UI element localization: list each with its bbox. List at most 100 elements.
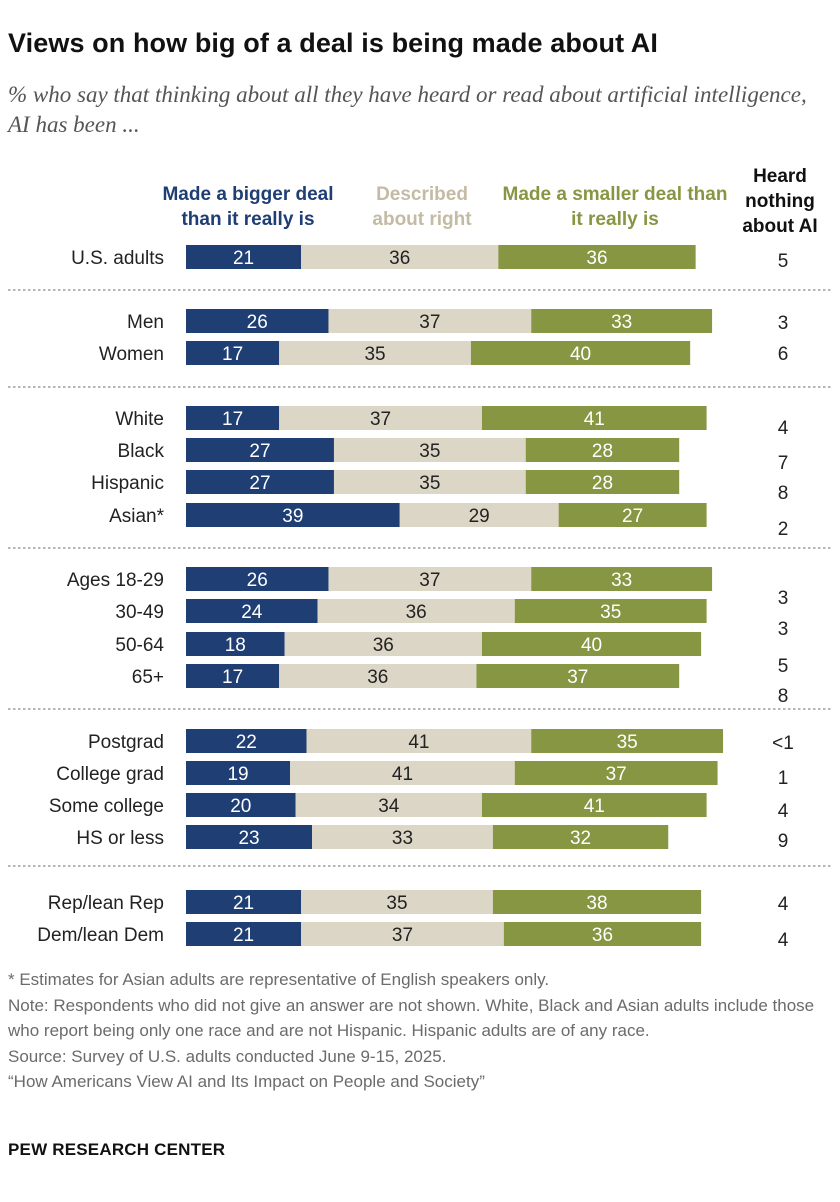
bar-bigger-deal <box>186 470 334 494</box>
data-label-smaller-deal: 35 <box>617 732 638 753</box>
bar-bigger-deal <box>186 567 329 591</box>
data-label-bigger-deal: 26 <box>247 312 268 333</box>
data-label-about-right: 35 <box>419 441 440 462</box>
heard-nothing-value: 4 <box>778 801 789 822</box>
bar-about-right <box>317 599 515 623</box>
bar-smaller-deal <box>492 890 702 914</box>
data-label-smaller-deal: 27 <box>622 506 643 527</box>
header-smaller-deal: Made a smaller deal than it really is <box>502 184 728 230</box>
data-label-bigger-deal: 39 <box>282 506 303 527</box>
bar-bigger-deal <box>186 309 329 333</box>
bar-about-right <box>301 245 499 269</box>
bar-smaller-deal <box>470 341 691 365</box>
heard-nothing-value: 4 <box>778 894 789 915</box>
category-label: Some college <box>49 796 164 817</box>
bar-smaller-deal <box>481 406 707 430</box>
category-label: Asian* <box>109 506 165 527</box>
data-label-smaller-deal: 40 <box>570 344 591 365</box>
category-label: HS or less <box>76 828 164 849</box>
data-label-about-right: 33 <box>392 828 413 849</box>
heard-nothing-value: 6 <box>778 344 789 365</box>
data-label-smaller-deal: 33 <box>611 570 632 591</box>
heard-nothing-value: 5 <box>778 251 789 272</box>
data-label-smaller-deal: 37 <box>567 667 588 688</box>
category-label: Hispanic <box>91 473 164 494</box>
bar-smaller-deal <box>514 599 707 623</box>
bar-bigger-deal <box>186 922 302 946</box>
bar-about-right <box>301 922 504 946</box>
data-label-smaller-deal: 32 <box>570 828 591 849</box>
data-label-bigger-deal: 19 <box>227 764 248 785</box>
data-label-smaller-deal: 28 <box>592 473 613 494</box>
heard-nothing-value: 4 <box>778 418 789 439</box>
data-label-about-right: 36 <box>367 667 388 688</box>
heard-nothing-value: 3 <box>778 313 789 334</box>
footnote-asian: * Estimates for Asian adults are represe… <box>8 970 550 989</box>
data-label-smaller-deal: 36 <box>586 248 607 269</box>
data-label-bigger-deal: 27 <box>249 473 270 494</box>
data-label-bigger-deal: 22 <box>236 732 257 753</box>
heard-nothing-value: 4 <box>778 930 789 951</box>
bar-about-right <box>312 825 493 849</box>
data-label-bigger-deal: 17 <box>222 667 243 688</box>
bar-bigger-deal <box>186 632 285 656</box>
bar-smaller-deal <box>481 793 707 817</box>
data-label-about-right: 34 <box>378 796 400 817</box>
data-label-about-right: 41 <box>408 732 429 753</box>
footnote-note: Note: Respondents who did not give an an… <box>8 995 815 1041</box>
data-label-about-right: 35 <box>419 473 440 494</box>
bar-about-right <box>295 793 482 817</box>
bar-smaller-deal <box>498 245 696 269</box>
data-label-bigger-deal: 24 <box>241 602 263 623</box>
category-label: U.S. adults <box>71 248 164 269</box>
bar-smaller-deal <box>558 503 707 527</box>
category-label: Dem/lean Dem <box>37 925 164 946</box>
bar-about-right <box>279 406 482 430</box>
bar-bigger-deal <box>186 664 280 688</box>
data-label-about-right: 36 <box>373 635 394 656</box>
data-label-about-right: 37 <box>419 312 440 333</box>
data-label-about-right: 35 <box>386 893 407 914</box>
bar-about-right <box>333 438 526 462</box>
bar-about-right <box>301 890 493 914</box>
bar-bigger-deal <box>186 825 313 849</box>
data-label-smaller-deal: 40 <box>581 635 602 656</box>
bar-smaller-deal <box>481 632 702 656</box>
data-label-smaller-deal: 36 <box>592 925 613 946</box>
footnote-source: Source: Survey of U.S. adults conducted … <box>8 1046 447 1066</box>
data-label-bigger-deal: 17 <box>222 344 243 365</box>
data-label-about-right: 36 <box>389 248 410 269</box>
data-label-about-right: 37 <box>419 570 440 591</box>
data-label-smaller-deal: 41 <box>584 796 605 817</box>
header-about-right: Described about right <box>372 184 472 230</box>
data-label-smaller-deal: 35 <box>600 602 621 623</box>
data-label-bigger-deal: 23 <box>238 828 259 849</box>
data-label-bigger-deal: 26 <box>247 570 268 591</box>
category-label: Women <box>99 344 164 365</box>
bar-about-right <box>328 567 532 591</box>
bar-smaller-deal <box>476 664 680 688</box>
data-label-bigger-deal: 27 <box>249 441 270 462</box>
header-bigger-deal: Made a bigger deal than it really is <box>162 184 334 230</box>
bar-bigger-deal <box>186 438 334 462</box>
bar-bigger-deal <box>186 503 400 527</box>
bar-about-right <box>279 341 471 365</box>
data-label-smaller-deal: 28 <box>592 441 613 462</box>
data-label-smaller-deal: 33 <box>611 312 632 333</box>
category-label: Ages 18-29 <box>67 570 164 591</box>
bar-smaller-deal <box>525 438 680 462</box>
bar-smaller-deal <box>525 470 680 494</box>
heard-nothing-value: 7 <box>778 453 789 474</box>
category-label: 30-49 <box>115 602 164 623</box>
heard-nothing-value: <1 <box>772 733 794 754</box>
data-label-bigger-deal: 18 <box>225 635 246 656</box>
heard-nothing-value: 2 <box>778 519 789 540</box>
data-label-bigger-deal: 21 <box>233 893 254 914</box>
footnote-report: “How Americans View AI and Its Impact on… <box>8 1072 485 1091</box>
bar-smaller-deal <box>531 567 713 591</box>
bar-bigger-deal <box>186 599 318 623</box>
data-label-smaller-deal: 37 <box>606 764 627 785</box>
category-label: 65+ <box>132 667 164 688</box>
heard-nothing-value: 9 <box>778 831 789 852</box>
